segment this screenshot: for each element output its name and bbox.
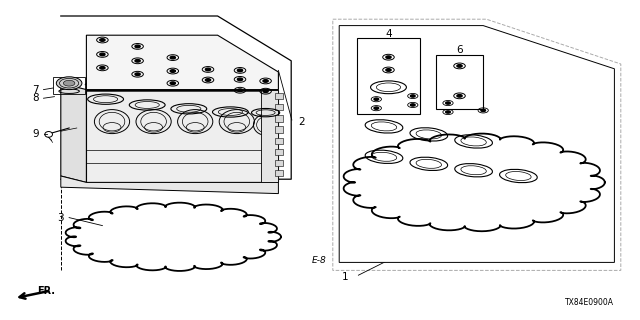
Circle shape [100, 67, 105, 69]
Text: 7: 7 [32, 84, 38, 95]
Polygon shape [86, 90, 278, 182]
Circle shape [237, 89, 243, 92]
Text: 5: 5 [228, 85, 233, 94]
Bar [53, 77, 85, 94]
Text: 2: 2 [298, 116, 305, 127]
Circle shape [170, 56, 175, 59]
Text: 5: 5 [121, 76, 126, 85]
Circle shape [386, 56, 391, 59]
Text: E-8: E-8 [311, 256, 326, 265]
Circle shape [170, 70, 175, 72]
Text: 1: 1 [342, 272, 349, 282]
Text: FR.: FR. [37, 286, 55, 296]
Circle shape [237, 78, 243, 81]
Text: 5: 5 [156, 67, 161, 76]
Text: 8: 8 [32, 93, 38, 103]
Circle shape [410, 95, 415, 97]
Text: 4: 4 [385, 28, 392, 39]
Polygon shape [339, 26, 614, 262]
Circle shape [457, 65, 462, 67]
Text: 5: 5 [121, 63, 126, 72]
Circle shape [374, 107, 379, 109]
Polygon shape [61, 83, 86, 182]
Bar [357, 38, 420, 114]
Circle shape [263, 80, 268, 82]
Circle shape [135, 45, 140, 48]
Bar [275, 93, 283, 99]
Text: 5: 5 [191, 76, 196, 84]
Text: 5: 5 [121, 48, 126, 57]
Bar [275, 149, 283, 155]
Circle shape [100, 39, 105, 41]
Text: TX84E0900A: TX84E0900A [565, 298, 614, 307]
Bar [275, 138, 283, 144]
Ellipse shape [63, 80, 75, 86]
Text: 3: 3 [58, 212, 64, 223]
Bar [275, 170, 283, 176]
Polygon shape [261, 90, 278, 182]
Circle shape [374, 98, 379, 100]
Text: 5: 5 [156, 79, 161, 88]
Circle shape [205, 68, 211, 71]
Circle shape [237, 69, 243, 72]
Bar [275, 126, 283, 133]
Circle shape [386, 69, 391, 71]
Bar [436, 55, 483, 109]
Circle shape [445, 102, 451, 104]
Bar [275, 115, 283, 122]
Bar [275, 160, 283, 166]
Ellipse shape [56, 77, 82, 90]
Circle shape [135, 73, 140, 76]
Circle shape [205, 79, 211, 81]
Circle shape [100, 53, 105, 56]
Circle shape [445, 111, 451, 113]
Circle shape [457, 94, 462, 97]
Circle shape [263, 90, 268, 92]
Circle shape [481, 109, 486, 112]
Bar [275, 104, 283, 110]
Text: 6: 6 [456, 44, 463, 55]
Text: 9: 9 [32, 129, 38, 139]
Polygon shape [61, 176, 278, 194]
Circle shape [410, 104, 415, 106]
Circle shape [170, 82, 175, 84]
Polygon shape [86, 35, 278, 90]
Polygon shape [61, 16, 291, 179]
Circle shape [135, 60, 140, 62]
